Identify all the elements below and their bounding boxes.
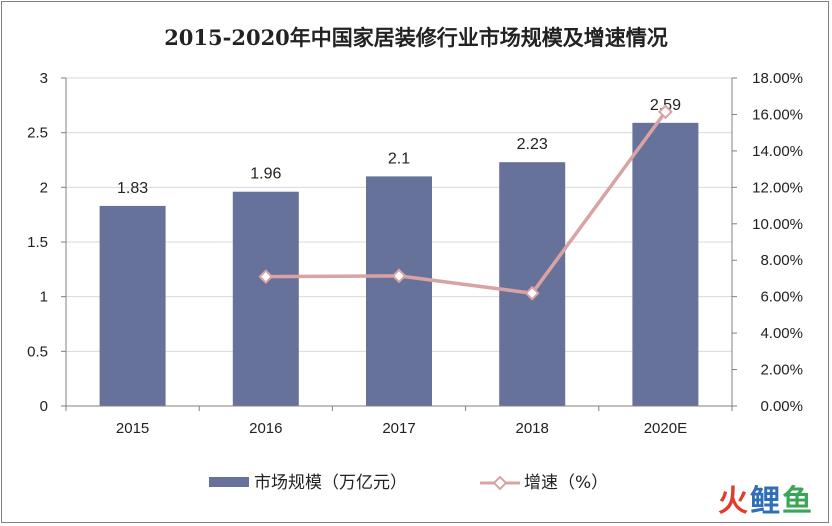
chart-title: 2015-2020年中国家居装修行业市场规模及增速情况: [164, 25, 668, 50]
bar-data-label: 1.96: [250, 166, 281, 183]
left-tick-label: 1.5: [27, 234, 48, 251]
right-tick-label: 0.00%: [760, 398, 803, 415]
line-marker: [524, 285, 540, 301]
legend-line-marker: [492, 475, 508, 491]
bar: [632, 122, 699, 407]
line-marker: [391, 268, 407, 284]
bar: [499, 162, 566, 406]
left-tick-label: 3: [40, 70, 48, 87]
legend-bar-swatch: [209, 477, 249, 487]
left-tick-label: 1: [40, 289, 48, 306]
legend: 市场规模（万亿元） 增速（%）: [209, 473, 608, 493]
x-tick-label: 2015: [116, 420, 149, 437]
bar-data-label: 1.83: [117, 180, 148, 197]
line-marker: [657, 104, 673, 120]
right-tick-label: 12.00%: [752, 179, 803, 196]
right-tick-label: 14.00%: [752, 143, 803, 160]
x-tick-label: 2017: [382, 420, 415, 437]
x-tick-label: 2018: [516, 420, 549, 437]
right-tick-label: 18.00%: [752, 70, 803, 87]
bar: [232, 191, 299, 406]
bar: [366, 176, 432, 406]
left-tick-label: 0: [40, 398, 48, 415]
bar-data-label: 2.23: [517, 136, 548, 153]
bar-series: 1.831.962.12.232.59: [99, 97, 699, 407]
left-tick-label: 2: [40, 179, 48, 196]
right-tick-label: 10.00%: [752, 216, 803, 233]
right-tick-label: 4.00%: [760, 325, 803, 342]
legend-line-label: 增速（%）: [524, 473, 608, 493]
bar: [99, 205, 166, 406]
x-tick-label: 2020E: [644, 420, 687, 437]
watermark-logo: 火鲤鱼: [718, 484, 814, 519]
right-tick-label: 2.00%: [760, 362, 803, 379]
left-tick-label: 2.5: [27, 125, 48, 142]
x-tick-label: 2016: [249, 420, 282, 437]
left-tick-label: 0.5: [27, 343, 48, 360]
axes: 0 0.5 1 1.5 2 2.5 3 0.00% 2.00% 4.00% 6.00% 8.00% 10…: [27, 70, 803, 437]
growth-line: [265, 110, 667, 295]
right-tick-label: 8.00%: [760, 252, 803, 269]
line-marker: [258, 269, 274, 285]
line-series: [258, 104, 673, 301]
right-tick-label: 16.00%: [752, 106, 803, 123]
legend-bar-label: 市场规模（万亿元）: [254, 473, 407, 493]
bar-data-label: 2.1: [388, 150, 410, 167]
right-tick-label: 6.00%: [760, 289, 803, 306]
